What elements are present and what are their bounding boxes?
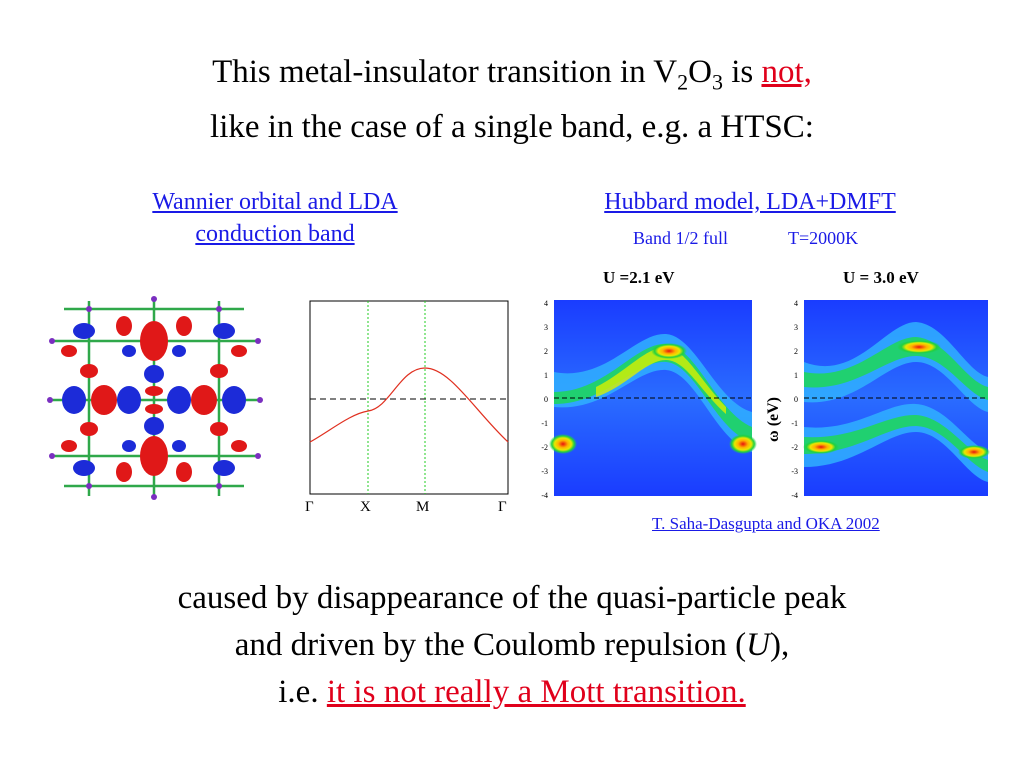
tick-m: M — [416, 499, 429, 515]
plot2-ytick: -2 — [791, 443, 798, 452]
conclusion-U: U — [746, 627, 770, 663]
plot2-ytick: 2 — [794, 347, 798, 356]
plot2-ytick: 3 — [794, 323, 798, 332]
title-O: O — [688, 54, 712, 90]
plot1-ytick: 3 — [544, 323, 548, 332]
tick-x: X — [360, 499, 371, 515]
slide-title: This metal-insulator transition in V2O3 … — [0, 50, 1024, 149]
subscript-2: 2 — [677, 69, 689, 95]
conclusion-line-3: i.e. it is not really a Mott transition. — [0, 669, 1024, 716]
plot2-lower-peak-right — [958, 445, 990, 459]
title-is: is — [722, 54, 762, 90]
tick-gamma-2: Γ — [498, 499, 507, 515]
conclusion: caused by disappearance of the quasi-par… — [0, 575, 1024, 716]
title-text: This metal-insulator transition in V — [212, 54, 678, 90]
plot1-peak-left — [549, 434, 577, 454]
plot1-ytick: -4 — [541, 491, 548, 500]
conclusion-line-2-text: and driven by the Coulomb repulsion ( — [234, 627, 747, 663]
plot2-lower-band-mid — [804, 414, 988, 472]
plot2-ytick: -1 — [791, 419, 798, 428]
plot2-ytick: 1 — [794, 371, 798, 380]
left-caption: Wannier orbital and LDA conduction band — [90, 186, 460, 250]
plot2-upper-band-mid — [804, 337, 988, 400]
plot1-peak-right — [729, 434, 757, 454]
plot2-label: U = 3.0 eV — [843, 268, 919, 287]
plot1-peak-top — [651, 343, 687, 359]
plot2: 4 3 2 1 0 -1 -2 -3 -4 ω (eV) — [765, 299, 990, 500]
plot1-label: U =2.1 eV — [603, 268, 675, 287]
plot1-ytick: 2 — [544, 347, 548, 356]
plot2-ytick: 4 — [794, 299, 798, 308]
left-caption-line-1: Wannier orbital and LDA — [152, 189, 398, 215]
plot1-ytick: 4 — [544, 299, 548, 308]
conclusion-highlight: it is not really a Mott transition. — [326, 674, 746, 710]
plot1-ytick: 1 — [544, 371, 548, 380]
plot2-upper-band-outer — [804, 322, 988, 412]
plot2-lower-band-outer — [804, 403, 988, 482]
plot2-lower-peak-left — [803, 440, 839, 454]
title-not: not, — [761, 54, 812, 90]
credit-text: T. Saha-Dasgupta and OKA 2002 — [652, 514, 880, 533]
conclusion-line-1: caused by disappearance of the quasi-par… — [177, 580, 847, 616]
lda-band-plot: Γ X M Γ — [305, 300, 509, 515]
right-sub-1: Band 1/2 full — [633, 228, 728, 248]
title-line-1: This metal-insulator transition in V2O3 … — [0, 50, 1024, 105]
subscript-3: 3 — [711, 69, 723, 95]
right-sub-2: T=2000K — [788, 228, 859, 248]
plot1-ytick: 0 — [544, 395, 548, 404]
plot1: 4 3 2 1 0 -1 -2 -3 -4 — [541, 299, 757, 500]
plot1-ytick: -2 — [541, 443, 548, 452]
right-caption: Hubbard model, LDA+DMFT — [604, 189, 896, 215]
tick-gamma-1: Γ — [305, 499, 314, 515]
lattice-atoms — [47, 296, 263, 500]
plot2-upper-peak — [897, 340, 941, 354]
lda-band-curve — [309, 367, 509, 443]
plot1-ytick: -1 — [541, 419, 548, 428]
plot2-ytick: -3 — [791, 467, 798, 476]
plot2-ytick: -4 — [791, 491, 798, 500]
plot1-ytick: -3 — [541, 467, 548, 476]
omega-axis-label: ω (eV) — [765, 397, 782, 442]
title-line-2: like in the case of a single band, e.g. … — [210, 108, 814, 145]
orbital-lobes — [61, 316, 247, 482]
plot2-ytick: 0 — [794, 395, 798, 404]
conclusion-line-2-end: ), — [770, 627, 790, 663]
left-caption-line-2: conduction band — [195, 221, 355, 247]
conclusion-line-2: and driven by the Coulomb repulsion (U), — [0, 622, 1024, 669]
plot1-band-inner — [596, 347, 726, 414]
wannier-orbital-figure — [47, 296, 263, 500]
band-plot-frame — [309, 300, 509, 495]
conclusion-ie: i.e. — [278, 674, 327, 710]
dmft-spectral-plots: 4 3 2 1 0 -1 -2 -3 -4 4 3 2 1 0 -1 -2 - — [541, 299, 990, 500]
